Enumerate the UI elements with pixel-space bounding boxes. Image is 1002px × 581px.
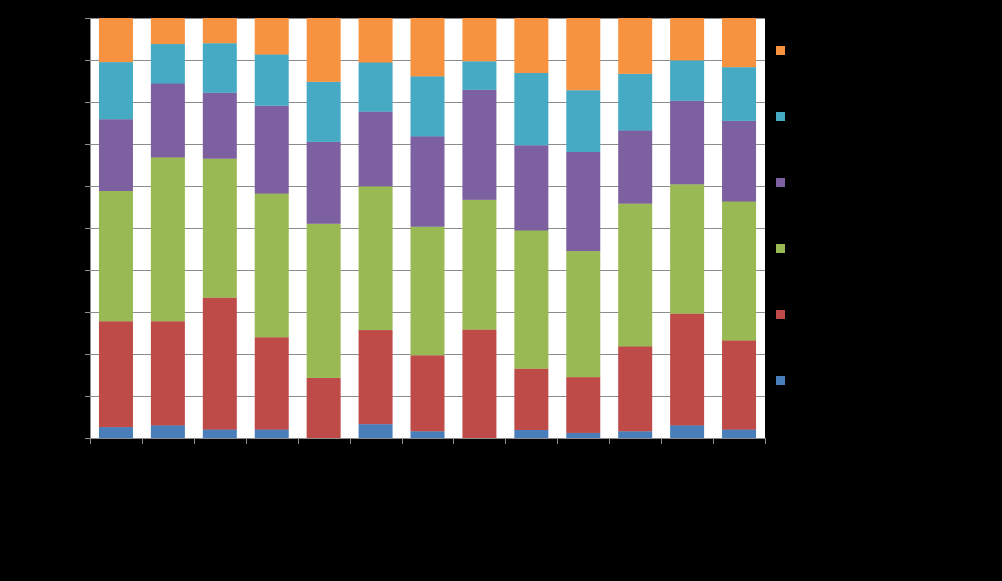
bar-segment — [566, 377, 601, 433]
bar-segment — [670, 184, 705, 314]
bar-segment — [202, 297, 237, 430]
bar-segment — [410, 226, 445, 356]
bar-segment — [150, 44, 185, 84]
bar-segment — [150, 321, 185, 426]
bars — [98, 18, 757, 438]
bar-segment — [98, 321, 133, 428]
bar-segment — [254, 18, 289, 55]
bar-segment — [462, 18, 497, 62]
bar-segment — [254, 193, 289, 338]
bar-segment — [566, 151, 601, 252]
bar-segment — [722, 201, 757, 341]
bar-segment — [254, 429, 289, 438]
bar-segment — [98, 427, 133, 438]
bar-segment — [202, 43, 237, 93]
bar-segment — [670, 100, 705, 185]
bar-segment — [566, 251, 601, 378]
bar-segment — [410, 355, 445, 432]
bar-segment — [670, 425, 705, 438]
bar-segment — [722, 429, 757, 438]
bar-segment — [670, 18, 705, 61]
bar-segment — [618, 130, 653, 204]
bar-segment — [618, 73, 653, 131]
bar-segment — [150, 18, 185, 45]
bar-segment — [514, 368, 549, 431]
bar-segment — [202, 18, 237, 44]
bar-segment — [722, 340, 757, 430]
bar-segment — [150, 83, 185, 158]
bar-segment — [410, 76, 445, 137]
bar-segment — [150, 425, 185, 438]
bar-segment — [358, 424, 393, 438]
bar-segment — [670, 60, 705, 101]
bar-segment — [410, 18, 445, 77]
bar-segment — [254, 337, 289, 430]
bar-segment — [410, 136, 445, 227]
bar-segment — [618, 346, 653, 432]
bar-segment — [306, 18, 341, 82]
bar-segment — [202, 158, 237, 298]
bar-segment — [514, 230, 549, 369]
bar-segment — [358, 62, 393, 112]
bar-segment — [722, 18, 757, 68]
legend — [776, 46, 785, 385]
bar-segment — [618, 18, 653, 74]
bar-segment — [410, 431, 445, 438]
bar-segment — [514, 18, 549, 74]
bar-segment — [514, 73, 549, 146]
legend-marker — [776, 112, 785, 121]
bar-segment — [306, 223, 341, 378]
bar-segment — [358, 111, 393, 187]
legend-marker — [776, 178, 785, 187]
bar-segment — [514, 430, 549, 438]
bar-segment — [98, 191, 133, 322]
bar-segment — [98, 119, 133, 192]
bar-segment — [722, 67, 757, 121]
bar-segment — [306, 377, 341, 438]
bar-segment — [722, 120, 757, 202]
bar-segment — [462, 89, 497, 200]
bar-segment — [462, 329, 497, 438]
bar-segment — [98, 62, 133, 120]
bar-segment — [618, 431, 653, 438]
legend-marker — [776, 46, 785, 55]
bar-segment — [358, 18, 393, 63]
legend-marker — [776, 244, 785, 253]
bar-segment — [254, 105, 289, 194]
bar-segment — [358, 186, 393, 331]
bar-segment — [98, 18, 133, 63]
bar-segment — [306, 81, 341, 142]
bar-segment — [462, 199, 497, 330]
bar-segment — [202, 92, 237, 159]
bar-segment — [566, 432, 601, 438]
bar-segment — [514, 145, 549, 231]
bar-segment — [150, 157, 185, 322]
legend-marker — [776, 376, 785, 385]
bar-segment — [670, 313, 705, 426]
bar-segment — [202, 429, 237, 438]
bar-segment — [618, 203, 653, 347]
bar-segment — [566, 18, 601, 91]
bar-segment — [462, 61, 497, 90]
axes — [85, 18, 766, 444]
bar-segment — [306, 141, 341, 224]
bar-segment — [566, 90, 601, 152]
bar-segment — [358, 330, 393, 425]
bar-segment — [254, 54, 289, 106]
legend-marker — [776, 310, 785, 319]
